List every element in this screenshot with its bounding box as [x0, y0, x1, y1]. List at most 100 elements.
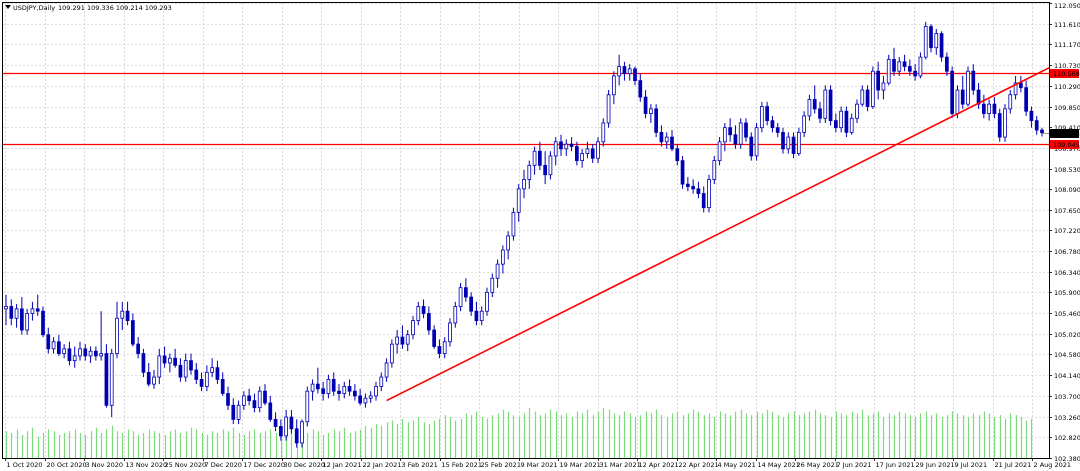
- candle-body: [506, 235, 510, 251]
- candle-body: [35, 308, 40, 312]
- candle: [390, 339, 394, 368]
- candle: [723, 122, 727, 152]
- candle-body: [125, 310, 130, 322]
- ohlc-readout: 109.291 109.336 109.214 109.293: [58, 4, 172, 12]
- price-tick-label: 109.850: [1054, 104, 1080, 112]
- candle-body: [723, 127, 727, 143]
- candle-body: [178, 364, 183, 378]
- candle: [522, 170, 526, 199]
- candle-body: [358, 395, 362, 404]
- candle: [802, 111, 806, 138]
- candle-body: [754, 127, 759, 157]
- candle: [590, 144, 595, 163]
- candle-body: [62, 348, 66, 354]
- candle: [543, 151, 547, 185]
- candle-body: [215, 367, 220, 380]
- candle-body: [950, 70, 954, 114]
- candle: [812, 85, 817, 114]
- candle: [765, 101, 769, 126]
- candle-body: [469, 296, 473, 312]
- price-tick-label: 105.020: [1054, 331, 1080, 339]
- candle-body: [575, 146, 579, 162]
- time-tick-label: 22 Jan 2021: [363, 461, 402, 469]
- candle: [865, 85, 870, 112]
- candle: [1029, 106, 1034, 128]
- candle-body: [146, 371, 151, 385]
- candle: [675, 144, 680, 166]
- candle: [553, 137, 558, 166]
- candle-body: [781, 131, 785, 150]
- candle: [347, 379, 352, 396]
- price-tick-label: 105.900: [1054, 289, 1080, 297]
- candle-body: [775, 127, 780, 133]
- candle: [62, 344, 66, 359]
- candle: [421, 299, 426, 319]
- candle: [495, 259, 500, 288]
- candle: [162, 346, 167, 368]
- candle-body: [152, 376, 156, 385]
- trend-line[interactable]: [386, 67, 1050, 402]
- candle: [305, 386, 310, 427]
- candle: [411, 315, 415, 340]
- candle-body: [1003, 108, 1007, 138]
- candle-body: [300, 421, 304, 444]
- candle-body: [120, 310, 125, 319]
- candle: [728, 118, 732, 142]
- candle: [395, 330, 399, 354]
- candle: [20, 297, 24, 335]
- candle-body: [310, 383, 315, 392]
- candle: [538, 141, 542, 171]
- candle-body: [797, 131, 801, 154]
- candle: [125, 301, 130, 326]
- candle-body: [78, 348, 82, 357]
- candle-body: [294, 428, 299, 444]
- candle: [136, 337, 140, 359]
- candle-body: [606, 94, 611, 124]
- candle-body: [252, 400, 257, 409]
- candle: [242, 391, 246, 411]
- candle-body: [485, 291, 489, 312]
- candle: [548, 151, 553, 180]
- candle-body: [331, 379, 336, 392]
- candle: [41, 306, 45, 338]
- candle-body: [273, 419, 278, 427]
- candle-body: [633, 68, 637, 82]
- candle: [46, 327, 51, 354]
- candle: [247, 388, 251, 406]
- candle: [908, 59, 912, 76]
- trend-line-layer[interactable]: [386, 67, 1050, 402]
- candle-body: [162, 355, 167, 364]
- candle: [511, 207, 516, 241]
- time-tick-label: 17 Dec 2020: [244, 461, 286, 469]
- candle-body: [738, 122, 743, 145]
- candle-body: [786, 136, 791, 150]
- candle: [485, 287, 489, 316]
- price-axis[interactable]: 112.050 111.610 111.170 110.730 110.290 109.8…: [1049, 2, 1080, 463]
- price-tick-label: 112.050: [1054, 2, 1080, 10]
- time-tick-label: 12 Apr 2021: [639, 461, 679, 469]
- candle: [115, 301, 119, 359]
- symbol-dropdown-icon[interactable]: [5, 5, 11, 9]
- candle-body: [527, 164, 532, 180]
- time-tick-label: 30 Dec 2020: [284, 461, 326, 469]
- candle-body: [707, 179, 711, 209]
- candle-body: [818, 108, 822, 119]
- candle-body: [442, 341, 447, 354]
- candle: [384, 358, 389, 382]
- candle: [596, 137, 600, 163]
- candle: [83, 344, 88, 361]
- time-tick-label: 7 Jun 2021: [837, 461, 872, 469]
- candle-body: [580, 153, 584, 162]
- candle: [876, 61, 880, 100]
- candle: [691, 179, 695, 194]
- candle: [527, 160, 532, 189]
- candle-body: [279, 426, 283, 437]
- candle-body: [390, 343, 394, 364]
- time-tick-label: 20 Oct 2020: [47, 461, 87, 469]
- candle-body: [649, 108, 653, 114]
- price-tick-label: 107.220: [1054, 227, 1080, 235]
- candle-body: [670, 136, 674, 150]
